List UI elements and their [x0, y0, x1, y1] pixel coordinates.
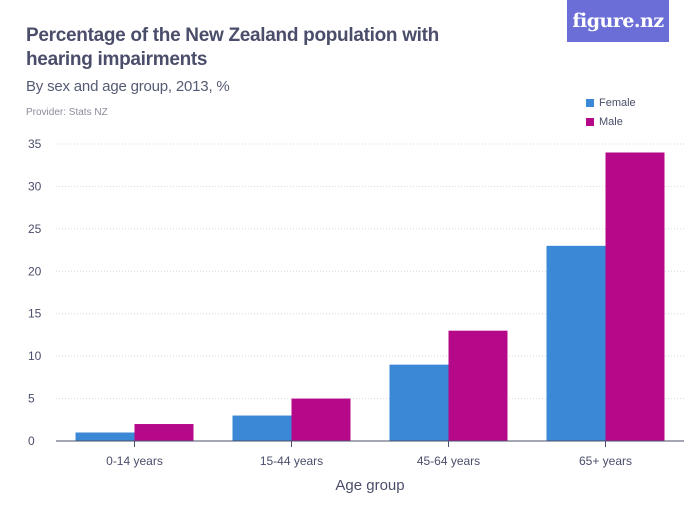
y-tick-label: 25	[28, 222, 42, 236]
legend-item-male: Male	[586, 112, 636, 131]
x-tick-label: 45-64 years	[417, 454, 480, 468]
chart-subtitle: By sex and age group, 2013, %	[26, 78, 230, 95]
y-axis-ticks: 0 5 10 15 20 25 30 35	[28, 137, 42, 448]
x-tick-label: 0-14 years	[106, 454, 163, 468]
y-tick-label: 5	[28, 392, 35, 406]
bar-male-3	[605, 152, 665, 441]
legend-swatch-female	[586, 98, 594, 107]
bar-female-2	[389, 364, 449, 441]
x-axis-title: Age group	[335, 477, 404, 494]
x-axis-ticks: 0-14 years 15-44 years 45-64 years 65+ year…	[106, 441, 632, 468]
bar-male-1	[291, 398, 351, 441]
bar-female-1	[232, 415, 292, 441]
legend: Female Male	[586, 93, 636, 131]
bars	[75, 152, 665, 441]
bar-male-0	[134, 424, 194, 441]
y-tick-label: 30	[28, 179, 42, 193]
x-tick-label: 65+ years	[579, 454, 632, 468]
chart-title: Percentage of the New Zealand population…	[26, 25, 439, 70]
y-tick-label: 35	[28, 137, 42, 151]
y-tick-label: 0	[28, 434, 35, 448]
figure-nz-logo[interactable]: figure.nz	[567, 0, 669, 42]
x-tick-label: 15-44 years	[260, 454, 323, 468]
bar-female-0	[75, 432, 135, 441]
y-tick-label: 15	[28, 307, 42, 321]
legend-item-female: Female	[586, 93, 636, 112]
legend-swatch-male	[586, 117, 594, 126]
legend-label-male: Male	[599, 115, 623, 128]
y-tick-label: 20	[28, 264, 42, 278]
legend-label-female: Female	[599, 96, 636, 109]
y-tick-label: 10	[28, 349, 42, 363]
bar-female-3	[546, 245, 606, 441]
provider-label: Provider: Stats NZ	[26, 107, 108, 118]
bar-male-2	[448, 330, 508, 441]
